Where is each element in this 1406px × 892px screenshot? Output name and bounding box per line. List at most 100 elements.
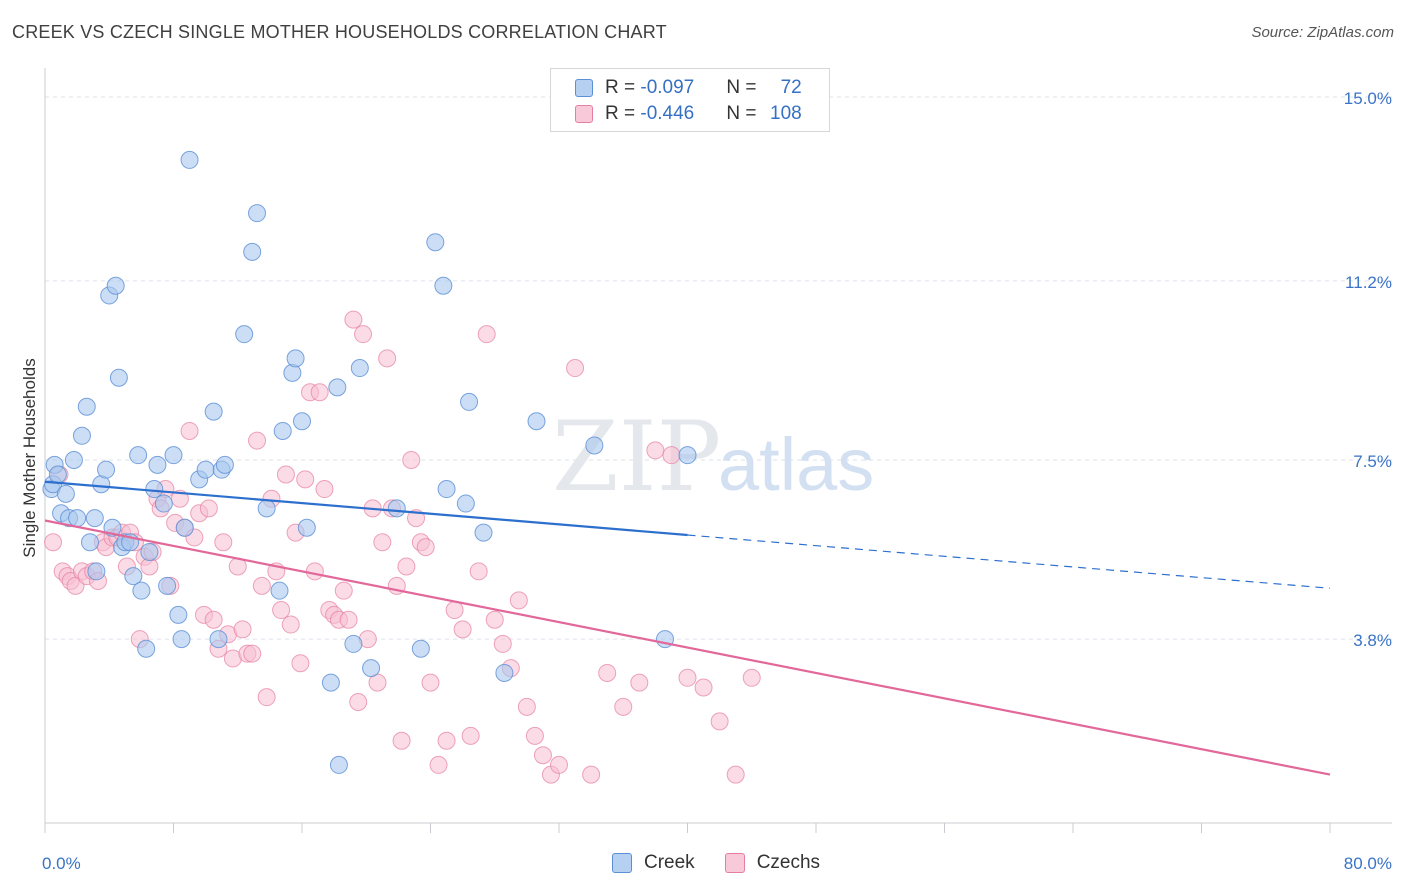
creek-point xyxy=(80,533,99,552)
creek-point xyxy=(286,349,305,368)
y-tick-label: 3.8% xyxy=(1353,631,1392,650)
trend-lines xyxy=(44,480,1331,776)
creek-point xyxy=(48,465,67,484)
creek-swatch xyxy=(575,79,593,97)
creek-point xyxy=(64,451,83,469)
y-tick-label: 15.0% xyxy=(1344,89,1392,108)
czech-point xyxy=(662,446,681,465)
creek-point xyxy=(328,378,347,397)
y-axis-label: Single Mother Households xyxy=(20,358,39,557)
czech-trend-line xyxy=(44,519,1331,776)
creek-point xyxy=(148,455,167,474)
czech-point xyxy=(291,654,310,673)
czech-point xyxy=(339,610,358,629)
czech-point xyxy=(437,731,456,750)
czech-point xyxy=(710,712,729,731)
creek-point xyxy=(175,518,194,537)
legend-r-value: -0.446 xyxy=(640,103,695,124)
czech-point xyxy=(315,480,334,499)
czech-point xyxy=(429,755,448,774)
axes xyxy=(44,68,1392,833)
creek-point xyxy=(72,426,91,445)
creek-points xyxy=(42,150,697,774)
creek-point xyxy=(456,494,475,513)
creek-point xyxy=(344,634,363,653)
czech-point xyxy=(204,610,223,629)
x-tick-label: 80.0% xyxy=(1344,854,1392,873)
czech-point xyxy=(445,601,464,620)
czech-point xyxy=(694,678,713,697)
creek-point xyxy=(158,576,177,595)
czech-point xyxy=(272,601,291,620)
watermark-atlas: atlas xyxy=(718,423,874,506)
czech-point xyxy=(493,634,512,653)
czech-point xyxy=(477,325,496,344)
stats-legend: R = -0.097 N = 72 R = -0.446 N = 108 xyxy=(550,68,830,132)
creek-point xyxy=(106,276,125,295)
czech-point xyxy=(378,349,397,368)
series-legend: Creek Czechs xyxy=(612,852,850,874)
czech-point xyxy=(550,755,568,774)
creek-point xyxy=(129,446,148,465)
czech-point xyxy=(453,620,472,639)
creek-trend-line xyxy=(44,480,688,537)
creek-point xyxy=(270,581,289,600)
czech-point xyxy=(334,581,353,600)
czech-point xyxy=(233,620,252,639)
creek-point xyxy=(437,480,456,499)
creek-point xyxy=(169,605,188,624)
legend-n-value: 72 xyxy=(780,77,802,98)
y-tick-label: 7.5% xyxy=(1353,452,1392,471)
czech-point xyxy=(276,465,295,484)
creek-point xyxy=(293,412,311,431)
czech-point xyxy=(485,610,504,629)
creek-point xyxy=(257,499,276,518)
czech-legend-label: Czechs xyxy=(756,852,821,873)
creek-point xyxy=(87,562,106,581)
creek-point xyxy=(154,494,173,513)
czech-point xyxy=(582,765,601,784)
czech-point xyxy=(281,615,300,634)
legend-n-label: N = xyxy=(726,103,762,124)
creek-point xyxy=(273,421,292,440)
czech-point xyxy=(525,726,544,745)
czech-point xyxy=(243,644,262,663)
legend-r-value: -0.097 xyxy=(640,77,695,98)
legend-n-label: N = xyxy=(726,77,762,98)
creek-point xyxy=(164,446,183,465)
czech-point xyxy=(397,557,416,576)
creek-point xyxy=(56,484,75,503)
creek-point xyxy=(97,460,116,479)
czech-point xyxy=(354,325,373,344)
creek-point xyxy=(527,412,546,431)
czech-legend-swatch xyxy=(724,853,745,873)
czech-point xyxy=(180,421,199,440)
czech-point xyxy=(310,383,329,402)
creek-legend-label: Creek xyxy=(644,852,695,873)
czech-point xyxy=(630,673,649,692)
x-tick-label: 0.0% xyxy=(42,854,81,873)
czech-swatch xyxy=(575,105,593,123)
czech-point xyxy=(416,538,435,557)
creek-point xyxy=(124,567,143,586)
legend-r-label: R = xyxy=(605,77,641,98)
source-credit: Source: ZipAtlas.com xyxy=(1251,24,1394,41)
czech-point xyxy=(533,746,552,765)
czech-point xyxy=(392,731,411,750)
czech-point xyxy=(305,562,324,581)
creek-point xyxy=(248,204,267,223)
creek-point xyxy=(585,436,604,455)
czech-point xyxy=(344,310,363,329)
creek-point xyxy=(474,523,493,542)
creek-point xyxy=(362,659,381,678)
czech-point xyxy=(598,663,617,682)
creek-point xyxy=(145,480,164,499)
creek-point xyxy=(172,630,191,649)
czech-point xyxy=(214,533,233,552)
czech-point xyxy=(373,533,392,552)
creek-point xyxy=(109,368,128,387)
czech-point xyxy=(678,668,697,687)
czech-point xyxy=(517,697,536,716)
creek-point xyxy=(85,509,104,528)
y-tick-label: 11.2% xyxy=(1345,273,1392,292)
